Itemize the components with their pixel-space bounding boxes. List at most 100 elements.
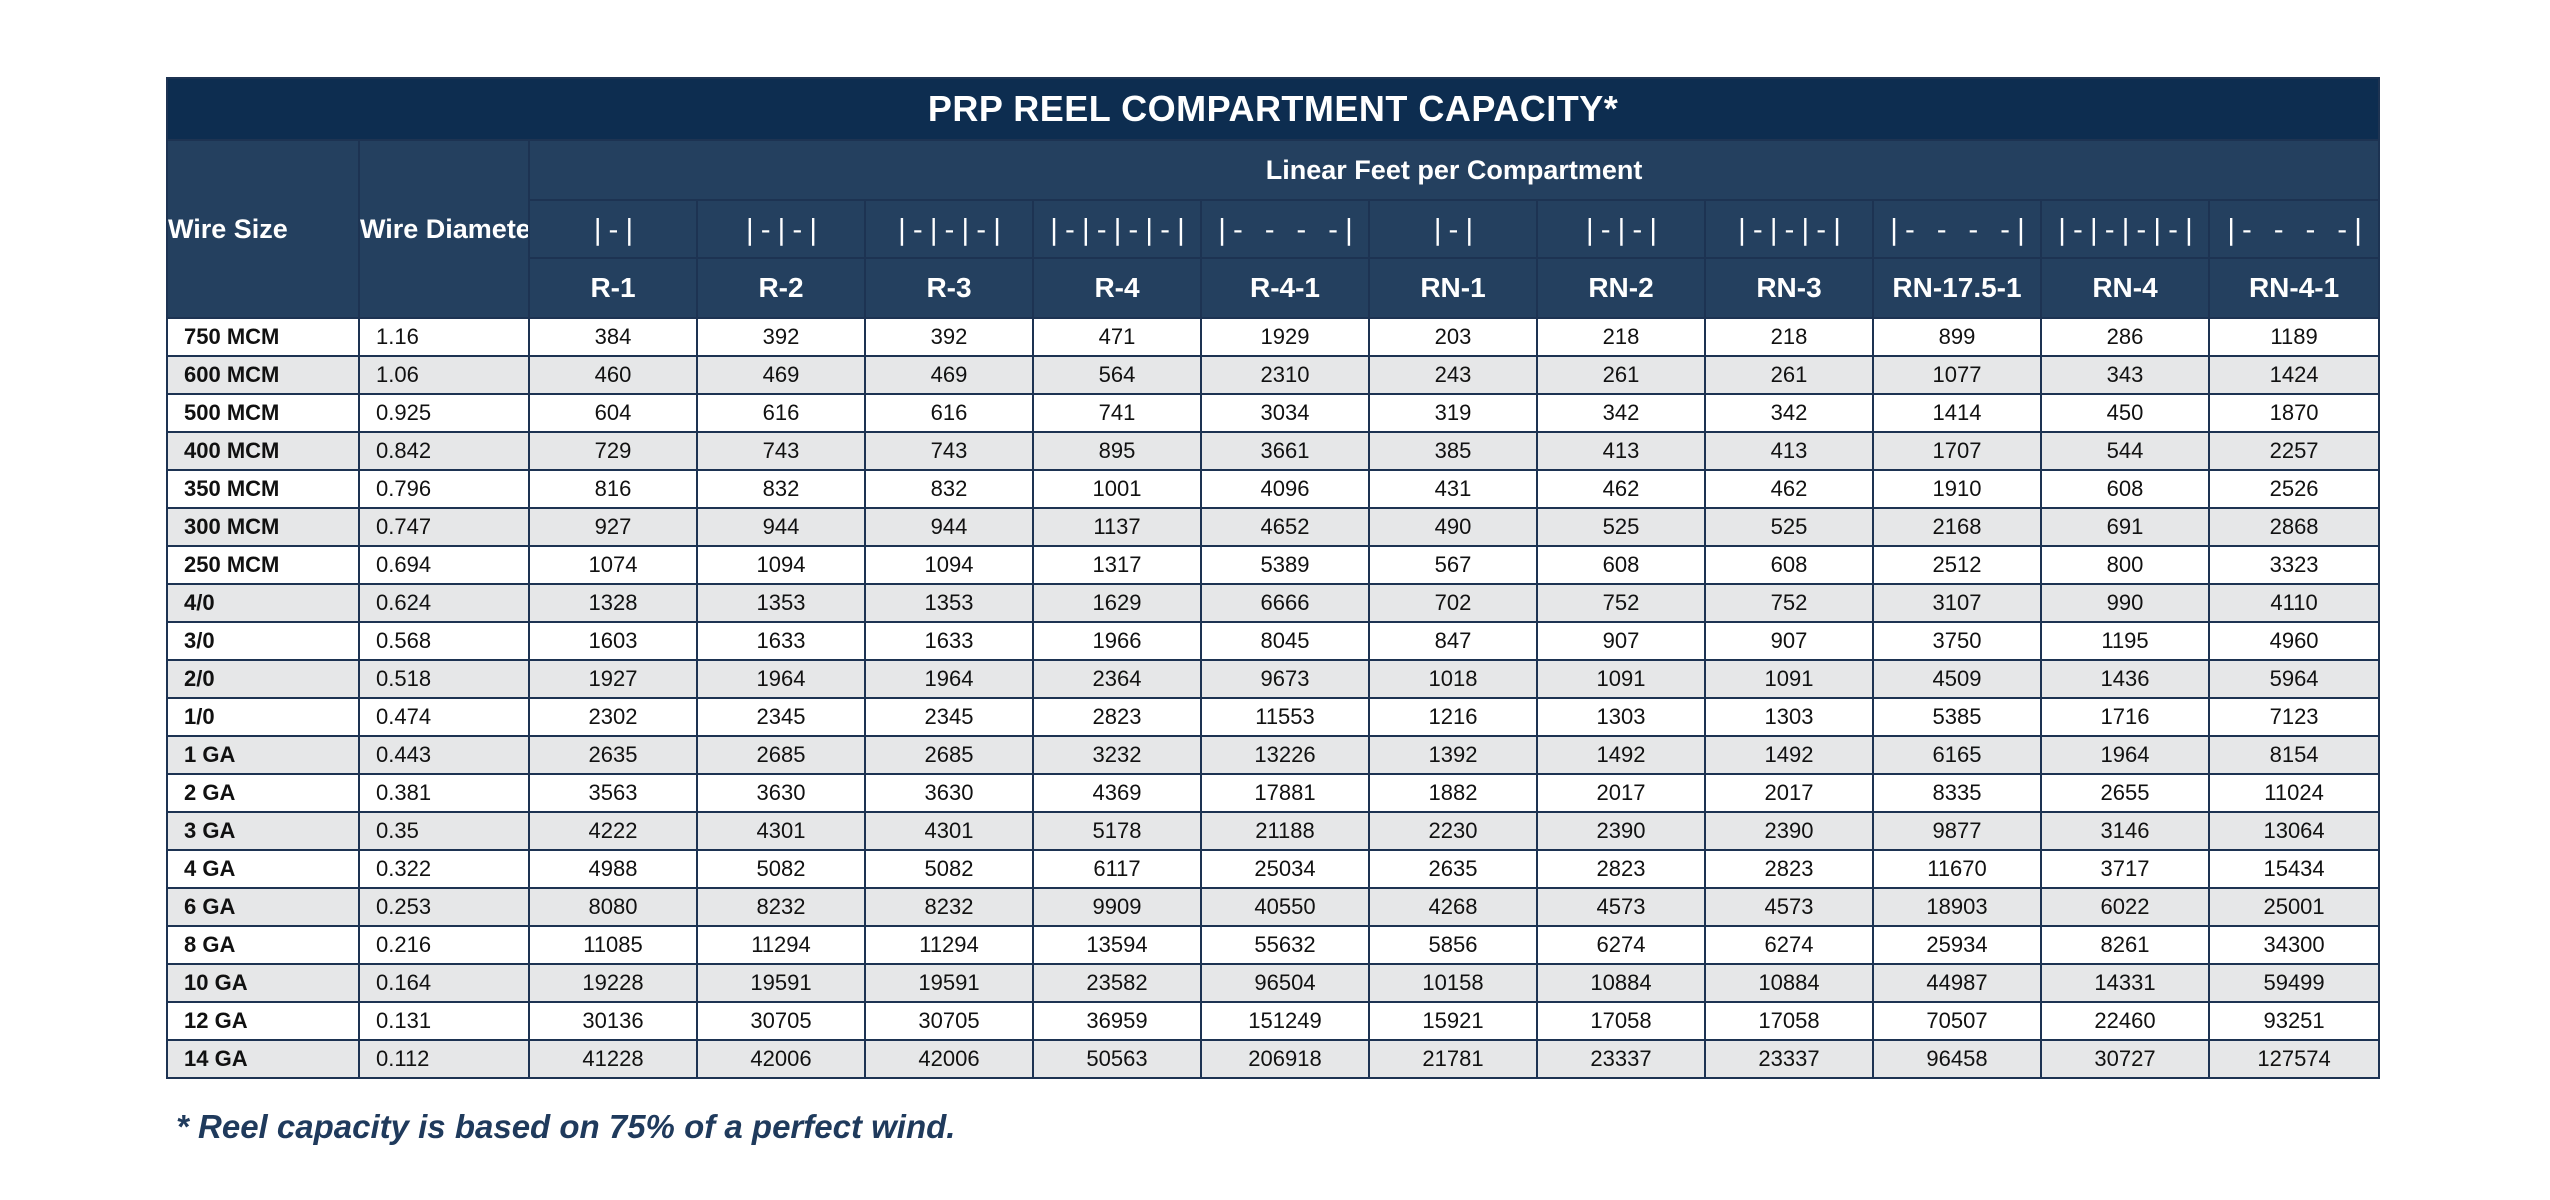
capacity-cell: 243 bbox=[1368, 355, 1538, 395]
wire-size-cell: 400 MCM bbox=[166, 431, 360, 471]
capacity-cell: 1091 bbox=[1704, 659, 1874, 699]
wire-diameter-cell: 0.322 bbox=[358, 849, 530, 889]
capacity-cell: 25034 bbox=[1200, 849, 1370, 889]
compartment-symbol: |-|-| bbox=[1536, 199, 1706, 259]
wire-size-cell: 6 GA bbox=[166, 887, 360, 927]
wire-size-cell: 4/0 bbox=[166, 583, 360, 623]
capacity-cell: 2526 bbox=[2207, 469, 2381, 509]
capacity-cell: 319 bbox=[1368, 393, 1538, 433]
capacity-cell: 127574 bbox=[2207, 1039, 2381, 1079]
wire-diameter-header: Wire Diameter (inches) bbox=[358, 139, 530, 319]
capacity-cell: 8232 bbox=[864, 887, 1034, 927]
table-row: 1 GA 0.443 2635 2685 2685 3232 13226 1392 1492 14… bbox=[166, 735, 2381, 775]
capacity-cell: 564 bbox=[1032, 355, 1202, 395]
table-row: 1/0 0.474 2302 2345 2345 2823 11553 1216 1303 130… bbox=[166, 697, 2381, 737]
capacity-cell: 899 bbox=[1872, 317, 2042, 357]
capacity-cell: 2345 bbox=[696, 697, 866, 737]
capacity-cell: 42006 bbox=[864, 1039, 1034, 1079]
capacity-cell: 9877 bbox=[1872, 811, 2042, 851]
capacity-cell: 261 bbox=[1536, 355, 1706, 395]
capacity-cell: 93251 bbox=[2207, 1001, 2381, 1041]
wire-diameter-cell: 0.518 bbox=[358, 659, 530, 699]
wire-size-cell: 1 GA bbox=[166, 735, 360, 775]
capacity-cell: 2635 bbox=[528, 735, 698, 775]
wire-diameter-cell: 0.694 bbox=[358, 545, 530, 585]
compartment-symbol-row: |-| |-|-| |-|-|-| |-|-|-|-| |- - - -| |-| |-|-… bbox=[167, 199, 2381, 259]
capacity-cell: 752 bbox=[1704, 583, 1874, 623]
capacity-cell: 17881 bbox=[1200, 773, 1370, 813]
wire-diameter-cell: 1.16 bbox=[358, 317, 530, 357]
table-row: 300 MCM 0.747 927 944 944 1137 4652 490 525 525 21… bbox=[166, 507, 2381, 547]
capacity-cell: 525 bbox=[1704, 507, 1874, 547]
capacity-cell: 1077 bbox=[1872, 355, 2042, 395]
capacity-cell: 4096 bbox=[1200, 469, 1370, 509]
model-code-header: R-4-1 bbox=[1200, 257, 1370, 319]
table-row: 4 GA 0.322 4988 5082 5082 6117 25034 2635 2823 28… bbox=[166, 849, 2381, 889]
table-row: 3 GA 0.35 4222 4301 4301 5178 21188 2230 2390 239… bbox=[166, 811, 2381, 851]
capacity-cell: 413 bbox=[1536, 431, 1706, 471]
wire-diameter-cell: 0.35 bbox=[358, 811, 530, 851]
capacity-cell: 2685 bbox=[696, 735, 866, 775]
capacity-cell: 36959 bbox=[1032, 1001, 1202, 1041]
capacity-cell: 1353 bbox=[696, 583, 866, 623]
capacity-cell: 1018 bbox=[1368, 659, 1538, 699]
wire-size-cell: 250 MCM bbox=[166, 545, 360, 585]
wire-diameter-cell: 0.925 bbox=[358, 393, 530, 433]
capacity-cell: 3661 bbox=[1200, 431, 1370, 471]
capacity-cell: 1094 bbox=[864, 545, 1034, 585]
capacity-cell: 6274 bbox=[1536, 925, 1706, 965]
capacity-cell: 608 bbox=[2040, 469, 2210, 509]
capacity-cell: 544 bbox=[2040, 431, 2210, 471]
capacity-cell: 1716 bbox=[2040, 697, 2210, 737]
wire-diameter-cell: 0.474 bbox=[358, 697, 530, 737]
table-title: PRP REEL COMPARTMENT CAPACITY* bbox=[165, 77, 2381, 141]
capacity-cell: 6274 bbox=[1704, 925, 1874, 965]
capacity-cell: 1629 bbox=[1032, 583, 1202, 623]
wire-diameter-cell: 0.112 bbox=[358, 1039, 530, 1079]
capacity-cell: 743 bbox=[696, 431, 866, 471]
capacity-cell: 1216 bbox=[1368, 697, 1538, 737]
capacity-cell: 4110 bbox=[2207, 583, 2381, 623]
capacity-cell: 1633 bbox=[696, 621, 866, 661]
capacity-cell: 4268 bbox=[1368, 887, 1538, 927]
wire-size-cell: 750 MCM bbox=[166, 317, 360, 357]
table-row: 350 MCM 0.796 816 832 832 1001 4096 431 462 462 19… bbox=[166, 469, 2381, 509]
capacity-cell: 8154 bbox=[2207, 735, 2381, 775]
capacity-cell: 2823 bbox=[1032, 697, 1202, 737]
capacity-cell: 1882 bbox=[1368, 773, 1538, 813]
capacity-cell: 342 bbox=[1536, 393, 1706, 433]
capacity-cell: 13064 bbox=[2207, 811, 2381, 851]
capacity-cell: 460 bbox=[528, 355, 698, 395]
capacity-cell: 5856 bbox=[1368, 925, 1538, 965]
capacity-cell: 55632 bbox=[1200, 925, 1370, 965]
capacity-cell: 6022 bbox=[2040, 887, 2210, 927]
compartment-symbol: |-| bbox=[528, 199, 698, 259]
capacity-cell: 11085 bbox=[528, 925, 698, 965]
model-code-header: RN-2 bbox=[1536, 257, 1706, 319]
wire-size-header: Wire Size bbox=[166, 139, 360, 319]
capacity-cell: 30136 bbox=[528, 1001, 698, 1041]
capacity-cell: 1353 bbox=[864, 583, 1034, 623]
wire-size-cell: 3/0 bbox=[166, 621, 360, 661]
capacity-cell: 10884 bbox=[1704, 963, 1874, 1003]
capacity-cell: 1303 bbox=[1704, 697, 1874, 737]
table-body: 750 MCM 1.16 384 392 392 471 1929 203 218 218 899 2… bbox=[166, 317, 2381, 1079]
wire-size-cell: 300 MCM bbox=[166, 507, 360, 547]
capacity-cell: 800 bbox=[2040, 545, 2210, 585]
wire-diameter-cell: 0.747 bbox=[358, 507, 530, 547]
capacity-cell: 1414 bbox=[1872, 393, 2042, 433]
wire-diameter-cell: 0.443 bbox=[358, 735, 530, 775]
wire-diameter-cell: 0.381 bbox=[358, 773, 530, 813]
capacity-cell: 2345 bbox=[864, 697, 1034, 737]
capacity-cell: 4573 bbox=[1704, 887, 1874, 927]
capacity-cell: 1001 bbox=[1032, 469, 1202, 509]
compartment-symbol: |-|-|-|-| bbox=[2040, 199, 2210, 259]
capacity-cell: 1091 bbox=[1536, 659, 1706, 699]
capacity-cell: 5082 bbox=[696, 849, 866, 889]
capacity-cell: 2823 bbox=[1536, 849, 1706, 889]
wire-size-cell: 14 GA bbox=[166, 1039, 360, 1079]
capacity-cell: 286 bbox=[2040, 317, 2210, 357]
capacity-cell: 1964 bbox=[2040, 735, 2210, 775]
capacity-cell: 1492 bbox=[1536, 735, 1706, 775]
capacity-cell: 462 bbox=[1536, 469, 1706, 509]
